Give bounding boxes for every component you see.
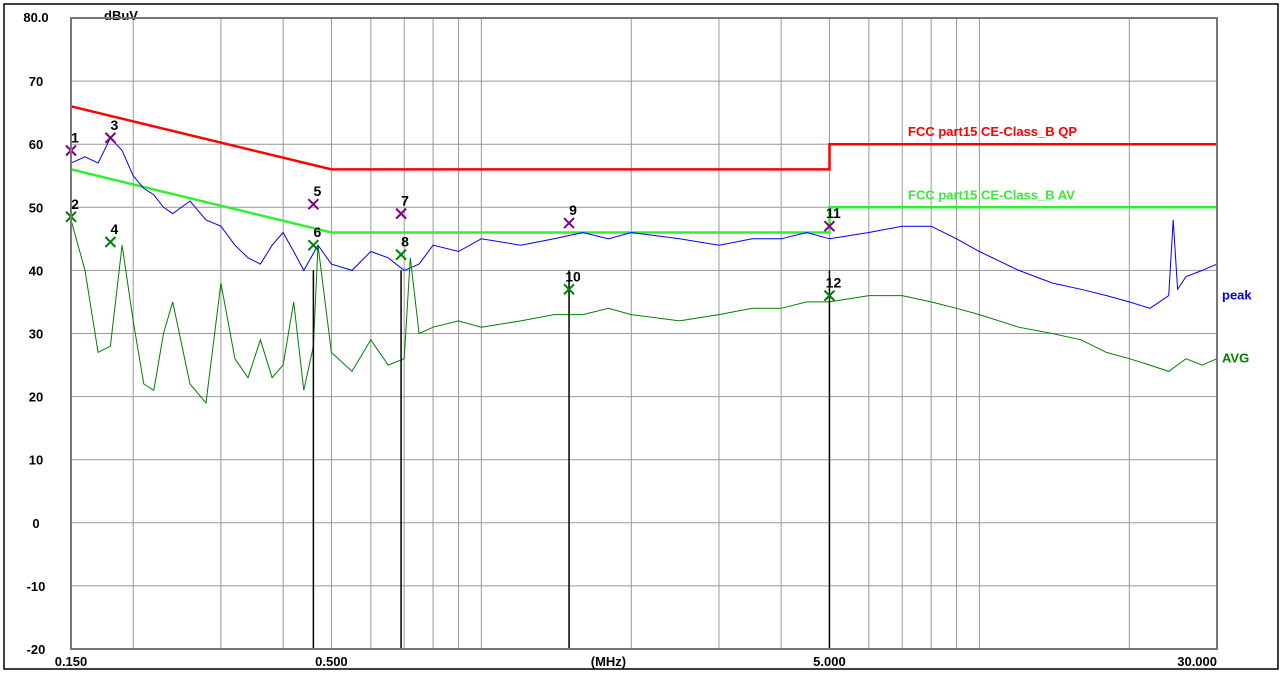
y-tick-label: 50 — [29, 200, 43, 215]
marker-label: 2 — [71, 196, 79, 212]
plot-area-border — [70, 17, 1218, 650]
x-tick-label: 30.000 — [1177, 654, 1217, 669]
marker-x-symbol — [563, 217, 575, 229]
limit-lines — [70, 105, 1217, 234]
marker-x-symbol — [395, 207, 407, 220]
legend-av-label: FCC part15 CE-Class_B AV — [908, 187, 1075, 202]
marker-x-symbol — [307, 239, 320, 251]
marker-11: 11 — [823, 205, 841, 232]
limit-line-av — [70, 168, 1217, 234]
legend-peak-label: peak — [1222, 288, 1252, 303]
y-tick-labels: 80.0 70 60 50 40 30 20 10 0 -10 -20 — [23, 10, 48, 657]
marker-label: 4 — [111, 221, 119, 237]
marker-7: 7 — [395, 193, 409, 220]
marker-label: 11 — [826, 205, 841, 221]
limit-line-qp — [70, 105, 1217, 171]
y-tick-label: 10 — [29, 453, 43, 468]
legend-avg-label: AVG — [1222, 351, 1249, 366]
marker-5: 5 — [307, 183, 321, 210]
marker-x-symbol — [104, 132, 117, 144]
marker-x-symbol — [563, 283, 575, 296]
legend: FCC part15 CE-Class_B QP FCC part15 CE-Cl… — [908, 124, 1252, 366]
marker-label: 12 — [826, 275, 842, 291]
marker-label: 8 — [401, 234, 409, 250]
y-axis-label: dBuV — [104, 8, 138, 23]
x-tick-labels: 0.150 0.500 (MHz) 5.000 30.000 — [55, 654, 1217, 669]
marker-12: 12 — [823, 275, 842, 302]
marker-6: 6 — [307, 224, 321, 251]
marker-label: 6 — [313, 224, 321, 240]
x-tick-label: (MHz) — [591, 654, 626, 669]
outer-border — [3, 3, 1279, 670]
marker-10: 10 — [563, 268, 581, 296]
marker-label: 10 — [565, 268, 581, 284]
y-tick-label: 30 — [29, 327, 43, 342]
series-line-peak — [70, 137, 1218, 309]
marker-label: 3 — [111, 117, 119, 133]
x-tick-label: 0.500 — [315, 654, 348, 669]
y-tick-label: -20 — [27, 642, 46, 657]
marker-x-symbol — [823, 220, 836, 232]
y-tick-label: 20 — [29, 390, 43, 405]
marker-8: 8 — [395, 234, 409, 261]
marker-label: 7 — [401, 193, 409, 209]
x-tick-label: 5.000 — [813, 654, 846, 669]
legend-qp-label: FCC part15 CE-Class_B QP — [908, 124, 1077, 139]
marker-x-symbol — [104, 236, 117, 248]
marker-9: 9 — [563, 202, 577, 229]
y-tick-label: 70 — [29, 74, 43, 89]
marker-label: 9 — [569, 202, 577, 218]
marker-x-symbol — [823, 289, 836, 302]
marker-4: 4 — [104, 221, 119, 248]
y-tick-label: 0 — [32, 516, 39, 531]
marker-label: 5 — [313, 183, 321, 199]
marker-x-symbol — [395, 248, 407, 261]
marker-x-symbol — [307, 198, 320, 210]
marker-3: 3 — [104, 117, 119, 144]
marker-label: 1 — [71, 130, 79, 146]
x-tick-label: 0.150 — [55, 654, 88, 669]
y-tick-label: 80.0 — [23, 10, 48, 25]
marker-vertical-lines — [312, 270, 831, 649]
y-tick-label: 60 — [29, 137, 43, 152]
y-tick-label: 40 — [29, 263, 43, 278]
series-layer — [70, 137, 1218, 405]
y-tick-label: -10 — [27, 579, 46, 594]
series-line-avg — [70, 219, 1218, 405]
